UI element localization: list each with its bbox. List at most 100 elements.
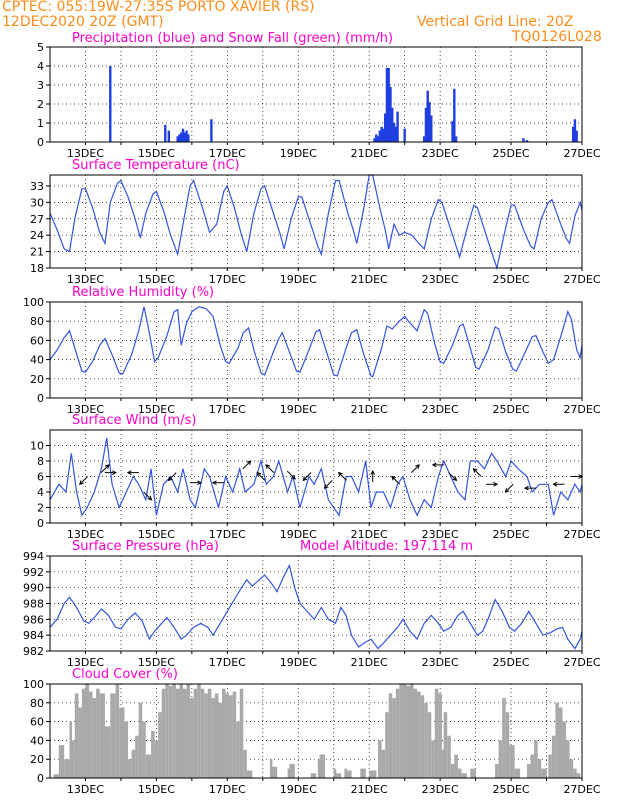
cloud-cover-bar <box>424 702 428 778</box>
wind-arrow <box>286 470 296 480</box>
cloud-cover-bar <box>145 754 152 778</box>
cloud-cover-bar <box>360 768 366 778</box>
cloud-cover-bar <box>509 745 515 778</box>
wind-arrow-head <box>431 462 437 468</box>
precip-bar <box>187 134 190 142</box>
x-tick-label: 21DEC <box>351 273 388 286</box>
y-tick-label: 80 <box>30 697 44 710</box>
precip-bar <box>185 130 188 142</box>
cloud-cover-bar <box>457 768 462 778</box>
cloud-cover-bar <box>576 773 581 778</box>
cloud-cover-bar <box>158 712 162 778</box>
x-tick-label: 15DEC <box>138 403 175 416</box>
precip-bar <box>424 107 428 142</box>
wind-arrow-head <box>112 470 117 475</box>
x-tick-label: 15DEC <box>138 656 175 669</box>
cloud-cover-bar <box>165 684 169 778</box>
precip-bar <box>525 140 529 142</box>
cloud-cover-bar <box>406 685 410 778</box>
precip-bar <box>454 136 458 142</box>
cloud-cover-bar <box>104 726 111 778</box>
cloud-cover-bar <box>186 684 191 778</box>
x-tick-label: 19DEC <box>280 656 317 669</box>
cloud-cover-bar <box>548 754 552 778</box>
wind-arrow-head <box>452 476 458 482</box>
series-line <box>49 174 583 271</box>
cloud-cover-bar <box>470 768 476 778</box>
precip-bar <box>428 102 431 142</box>
cloud-cover-bar <box>441 749 445 778</box>
wind-arrow <box>448 472 457 481</box>
wind-arrow-head <box>552 481 558 487</box>
x-tick-label: 25DEC <box>493 528 530 541</box>
cloud-cover-bar <box>89 691 93 778</box>
cloud-cover-bar <box>168 685 173 778</box>
y-tick-label: 6 <box>37 471 44 484</box>
wind-arrow-head <box>104 464 110 469</box>
wind-arrow-head <box>246 460 252 465</box>
x-tick-label: 23DEC <box>422 403 459 416</box>
y-tick-label: 984 <box>23 629 44 642</box>
y-tick-label: 988 <box>23 598 44 611</box>
x-tick-label: 23DEC <box>422 273 459 286</box>
cloud-cover-bar <box>151 731 155 778</box>
x-tick-label: 23DEC <box>422 147 459 160</box>
wind-arrow <box>242 460 252 470</box>
precip-bar <box>422 136 426 142</box>
y-tick-label: 100 <box>23 678 44 691</box>
panel-title: Relative Humidity (%) <box>72 285 214 300</box>
y-tick-label: 5 <box>37 41 44 54</box>
x-tick-label: 25DEC <box>493 656 530 669</box>
x-tick-label: 21DEC <box>351 147 388 160</box>
precip-bar <box>180 132 183 142</box>
cloud-cover-bar <box>225 693 230 778</box>
cloud-cover-bar <box>370 770 377 778</box>
cloud-cover-bar <box>197 684 201 778</box>
cloud-cover-bar <box>392 698 396 778</box>
x-tick-label: 21DEC <box>351 528 388 541</box>
precip-bar <box>522 138 525 142</box>
precip-bar <box>109 66 112 142</box>
cloud-cover-bar <box>385 712 389 778</box>
y-tick-label: 21 <box>30 246 44 259</box>
cloud-cover-bar <box>229 695 233 778</box>
wind-arrow-head <box>197 480 202 486</box>
wind-arrow-head <box>524 485 529 491</box>
cloud-cover-bar <box>369 770 372 778</box>
wind-arrow-head <box>370 469 376 475</box>
cloud-cover-bar <box>179 684 183 778</box>
y-tick-label: 100 <box>23 296 44 309</box>
wind-arrow <box>265 464 275 473</box>
y-tick-label: 27 <box>30 213 44 226</box>
y-tick-label: 20 <box>30 753 44 766</box>
cloud-cover-bar <box>399 684 403 778</box>
precip-bar <box>178 134 181 142</box>
cloud-cover-bar <box>420 695 425 778</box>
precip-bar <box>453 88 456 142</box>
cloud-cover-bar <box>417 691 421 778</box>
cloud-cover-bar <box>53 774 59 778</box>
wind-arrow-head <box>126 470 132 475</box>
cloud-cover-bar <box>319 754 326 778</box>
x-tick-label: 25DEC <box>493 403 530 416</box>
precip-bar <box>396 111 399 142</box>
x-tick-label: 27DEC <box>563 528 600 541</box>
x-tick-label: 23DEC <box>422 656 459 669</box>
cloud-cover-bar <box>172 684 176 778</box>
y-tick-label: 33 <box>30 180 44 193</box>
x-tick-label: 23DEC <box>422 783 459 796</box>
x-tick-label: 15DEC <box>138 273 175 286</box>
header-model-id: TQ0126L028 <box>512 29 602 45</box>
wind-arrow-head <box>472 467 478 473</box>
cloud-cover-bar <box>530 754 535 778</box>
x-tick-label: 19DEC <box>280 783 317 796</box>
cloud-cover-bar <box>85 684 90 778</box>
wind-arrow <box>411 464 420 473</box>
wind-arrow-head <box>211 480 217 486</box>
x-tick-label: 13DEC <box>67 783 104 796</box>
cloud-cover-bar <box>222 688 226 778</box>
y-tick-label: 1 <box>37 117 44 130</box>
cloud-cover-bar <box>138 702 143 778</box>
precip-bar <box>430 115 433 142</box>
cloud-cover-bar <box>527 763 531 778</box>
